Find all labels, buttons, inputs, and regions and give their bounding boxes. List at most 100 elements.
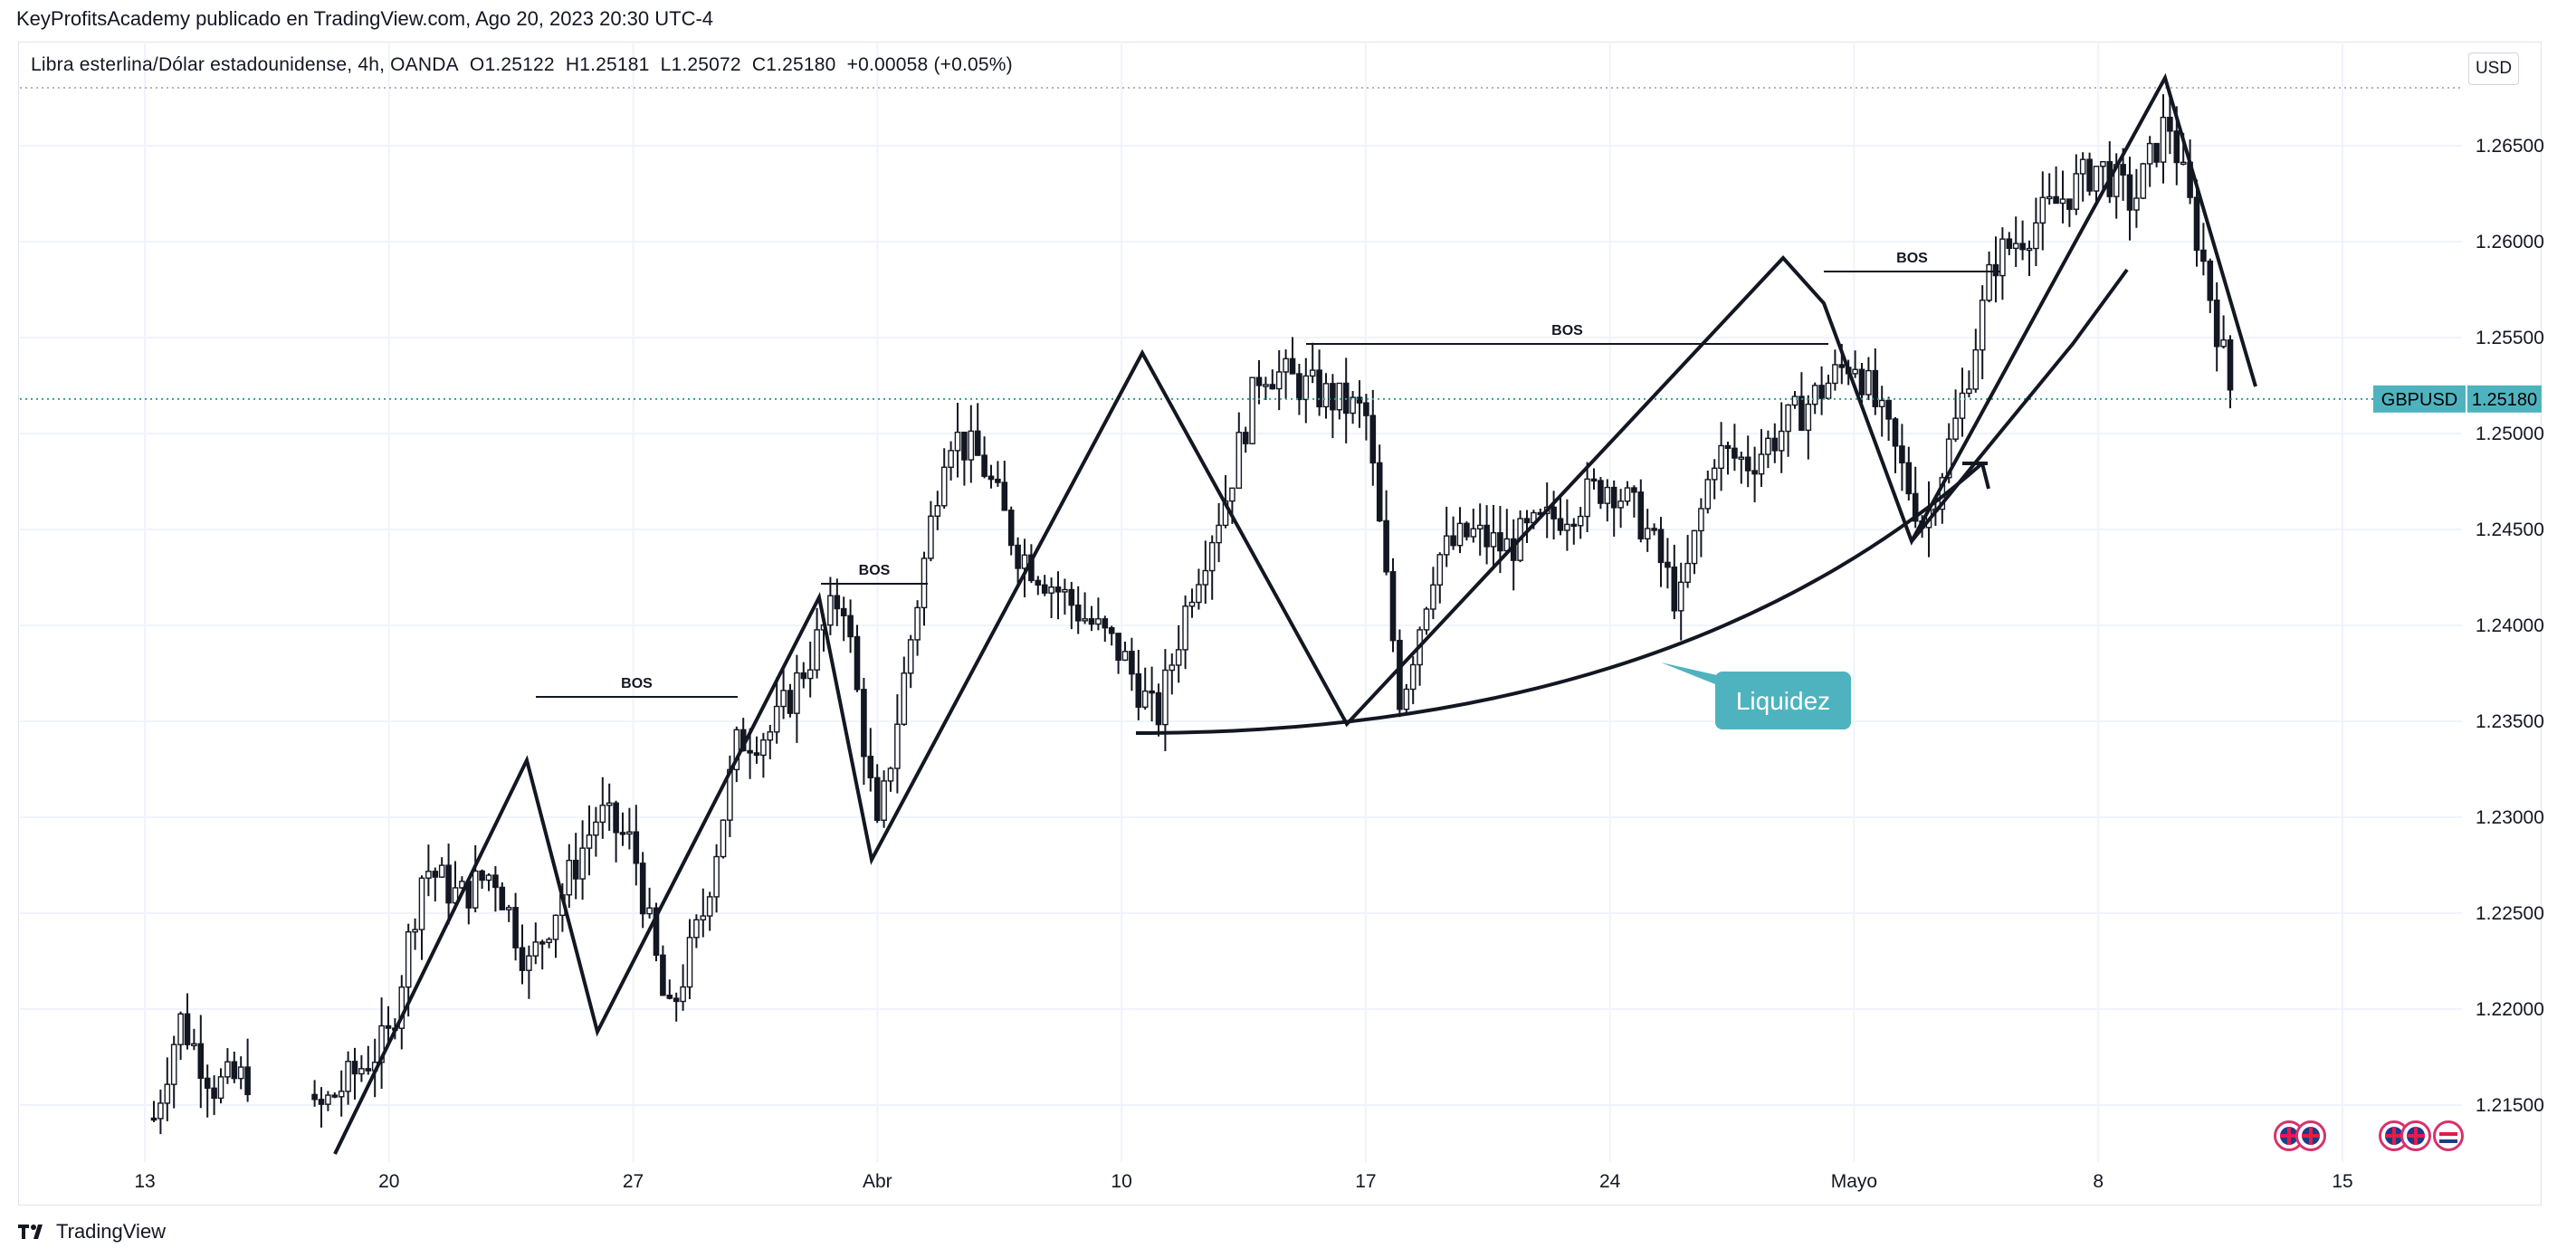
symbol-tag-text: GBPUSD <box>2381 390 2457 410</box>
x-tick-label: 27 <box>623 1171 644 1192</box>
uk-flag-icon[interactable] <box>2400 1120 2431 1151</box>
candle-up <box>1121 651 1129 662</box>
candle-up <box>1811 385 1818 405</box>
candle-down <box>351 1061 358 1075</box>
candle-down <box>1041 584 1048 594</box>
candle-up <box>2012 243 2019 250</box>
candle-up <box>425 871 432 879</box>
candle-up <box>2073 173 2080 210</box>
us-flag-icon[interactable] <box>2433 1120 2464 1151</box>
candle-up <box>1952 417 1959 440</box>
candle-down <box>1316 369 1322 408</box>
candle-down <box>1899 445 1905 464</box>
candle-down <box>1149 690 1155 694</box>
candle-up <box>2100 161 2106 167</box>
candle-up <box>626 831 633 835</box>
candle-up <box>1021 554 1028 569</box>
candle-up <box>566 860 573 896</box>
candle-up <box>928 515 934 559</box>
candle-up <box>237 1066 244 1080</box>
candle-up <box>2133 197 2140 211</box>
candle-down <box>1751 470 1758 475</box>
candle-up <box>485 874 492 882</box>
candle-down <box>2066 198 2073 210</box>
candle-down <box>492 874 499 889</box>
candle-down <box>613 802 619 834</box>
candle-down <box>2193 196 2200 252</box>
candle-up <box>1095 618 1102 625</box>
x-tick-label: 24 <box>1599 1171 1621 1192</box>
candle-up <box>1430 584 1436 610</box>
candle-down <box>1590 478 1598 482</box>
candle-up <box>1470 528 1477 538</box>
candle-up <box>1409 663 1417 691</box>
uk-flag-icon[interactable] <box>2295 1120 2326 1151</box>
candle-down <box>204 1077 211 1090</box>
bos-label: BOS <box>621 676 653 691</box>
candle-up <box>170 1044 177 1085</box>
y-tick-label: 1.23500 <box>2476 711 2544 732</box>
candle-down <box>1330 383 1336 411</box>
liquidez-callout <box>1715 672 1851 729</box>
candle-up <box>2033 222 2039 250</box>
candle-down <box>1389 571 1397 642</box>
legend-symbol: Libra esterlina/Dólar estadounidense, 4h… <box>31 54 459 75</box>
candle-up <box>720 819 727 858</box>
candle-down <box>1484 524 1490 548</box>
candle-down <box>2120 164 2126 176</box>
candle-up <box>2093 166 2100 192</box>
candle-up <box>1175 649 1182 666</box>
candle-down <box>1054 586 1062 593</box>
candle-up <box>1791 396 1798 406</box>
candle-down <box>1269 384 1276 390</box>
candle-down <box>1992 263 1999 277</box>
candle-up <box>1684 562 1691 584</box>
candle-up <box>1229 487 1236 502</box>
candle-up <box>1216 524 1222 544</box>
candle-up <box>1263 384 1269 387</box>
candle-down <box>432 871 439 878</box>
candle-up <box>968 430 975 461</box>
candle-up <box>378 1025 385 1063</box>
candle-down <box>834 595 841 610</box>
candle-down <box>1007 510 1015 547</box>
candle-down <box>1598 480 1604 504</box>
candle-down <box>539 941 546 945</box>
candle-down <box>1744 456 1751 472</box>
candle-up <box>1825 382 1832 399</box>
candle-up <box>1196 584 1202 604</box>
candle-down <box>1155 691 1162 726</box>
y-tick-label: 1.24000 <box>2476 615 2544 636</box>
currency-button[interactable]: USD <box>2468 52 2519 85</box>
candle-up <box>887 767 894 782</box>
candle-up <box>1617 500 1624 509</box>
candle-down <box>633 831 640 864</box>
x-tick-label: Mayo <box>1831 1171 1877 1192</box>
candle-down <box>2006 238 2013 250</box>
candle-up <box>1322 383 1330 408</box>
candle-down <box>1557 518 1564 531</box>
y-tick-label: 1.23000 <box>2476 807 2544 828</box>
legend-open: O1.25122 <box>469 54 555 75</box>
candle-down <box>318 1099 325 1105</box>
candle-up <box>1584 478 1590 518</box>
candle-up <box>814 629 820 671</box>
liquidity-arrow <box>1980 462 1990 490</box>
legend-low: L1.25072 <box>660 54 741 75</box>
candle-up <box>532 941 539 957</box>
candle-down <box>2053 195 2059 205</box>
candle-down <box>519 947 526 971</box>
candle-down <box>1376 462 1383 522</box>
bos-label: BOS <box>1896 251 1928 266</box>
candle-up <box>1878 399 1885 407</box>
tradingview-footer[interactable]: TradingView <box>18 1220 166 1244</box>
candle-down <box>995 478 1001 483</box>
candle-down <box>1885 399 1892 420</box>
candle-down <box>1255 376 1263 386</box>
candle-up <box>1805 403 1812 432</box>
x-tick-label: 20 <box>378 1171 399 1192</box>
candle-up <box>217 1076 224 1100</box>
candle-up <box>1765 437 1771 455</box>
candle-down <box>987 475 995 481</box>
